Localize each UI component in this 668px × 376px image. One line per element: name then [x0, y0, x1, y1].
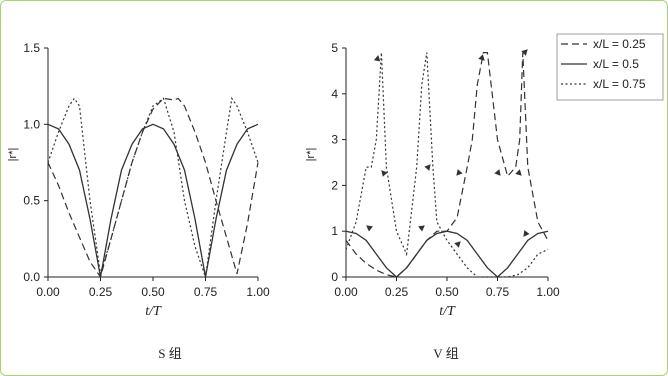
x-tick-label: 0.25 [89, 285, 113, 299]
y-tick-label: 1.5 [23, 41, 40, 55]
x-tick-label: 1.00 [246, 285, 270, 299]
y-tick-label: 3 [331, 133, 338, 147]
arrowhead [424, 164, 431, 171]
x-tick-label: 0.00 [334, 285, 358, 299]
legend-label: x/L = 0.25 [593, 37, 646, 51]
y-tick-label: 2 [331, 178, 338, 192]
arrowhead [494, 169, 501, 176]
x-tick-label: 1.00 [536, 285, 560, 299]
chart-caption: V 组 [433, 346, 458, 361]
x-tick-label: 0.25 [385, 285, 409, 299]
legend-box [556, 33, 664, 101]
arrowhead [381, 170, 388, 177]
series-line-x-l-0-75 [47, 96, 259, 278]
arrowhead [478, 54, 485, 61]
arrowhead [454, 241, 461, 248]
legend: x/L = 0.25 x/L = 0.5 x/L = 0.75 [556, 33, 664, 101]
arrowhead [366, 225, 373, 232]
legend-label: x/L = 0.75 [593, 77, 646, 91]
y-tick-label: 0.5 [23, 194, 40, 208]
arrowhead [418, 225, 425, 232]
series-line-x-l-0-25 [47, 97, 259, 279]
series-line-x-l-0-5 [345, 230, 549, 278]
legend-label: x/L = 0.5 [593, 57, 639, 71]
x-tick-label: 0.50 [141, 285, 165, 299]
series-line-x-l-0-5 [47, 123, 259, 278]
y-tick-label: 1.0 [23, 117, 40, 131]
y-axis-label: |r*| [305, 148, 317, 162]
x-axis-label: t/T [145, 304, 162, 319]
arrowhead [521, 49, 528, 56]
axis-lines [47, 48, 258, 278]
arrowhead [523, 230, 530, 237]
axis-lines [345, 48, 548, 278]
arrowhead [373, 54, 381, 62]
y-axis-label: |r*| [7, 148, 19, 162]
x-tick-label: 0.75 [486, 285, 510, 299]
chart-caption: S 组 [158, 346, 181, 361]
arrowhead [456, 169, 463, 176]
y-tick-label: 0.0 [23, 270, 40, 284]
series-line-x-l-0-75 [345, 52, 549, 278]
y-tick-label: 0 [331, 270, 338, 284]
series-line-x-l-0-25 [345, 51, 549, 278]
y-tick-label: 4 [331, 87, 338, 101]
chart-v: 0.00 0.25 0.50 0.75 1.00 0 1 2 3 4 5 |r*| t/T V 组 [305, 41, 560, 361]
x-axis-label: t/T [439, 304, 456, 319]
x-tick-label: 0.00 [36, 285, 60, 299]
chart-s: 0.00 0.25 0.50 0.75 1.00 0.0 0.5 1.0 1.5 |r*| t/T S… [7, 41, 270, 361]
y-tick-label: 5 [331, 41, 338, 55]
arrowhead [515, 169, 522, 176]
x-tick-label: 0.75 [194, 285, 218, 299]
x-tick-label: 0.50 [435, 285, 459, 299]
y-tick-label: 1 [331, 224, 338, 238]
